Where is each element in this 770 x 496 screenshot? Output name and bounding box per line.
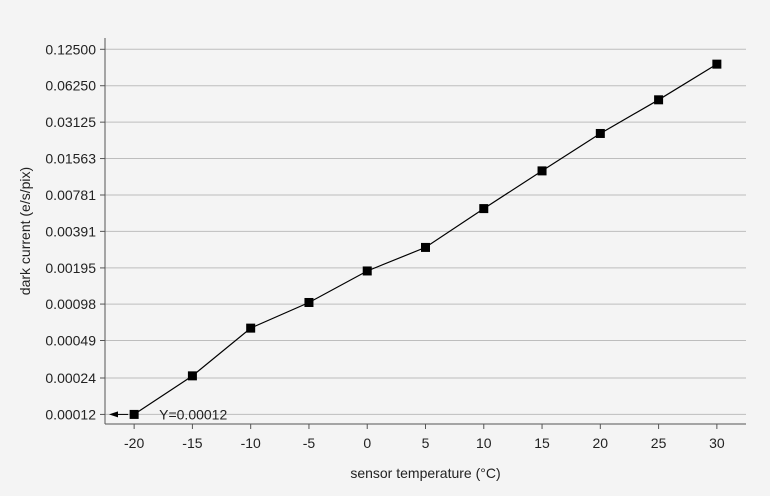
annotation-arrow-head (109, 411, 118, 418)
y-tick-label: 0.00024 (45, 370, 96, 386)
x-tick-label: 30 (709, 435, 725, 451)
data-point (712, 59, 722, 69)
y-tick-label: 0.00098 (45, 296, 96, 312)
annotation: Y=0.00012 (109, 406, 227, 422)
data-point (595, 128, 605, 138)
x-tick-label: 0 (363, 435, 371, 451)
data-point (537, 166, 547, 176)
data-point (129, 409, 139, 419)
y-tick-label: 0.03125 (45, 114, 96, 130)
axes (100, 38, 746, 429)
data-point (362, 266, 372, 276)
y-tick-label: 0.01563 (45, 151, 96, 167)
x-tick-label: 15 (534, 435, 550, 451)
y-tick-label: 0.00195 (45, 260, 96, 276)
data-point (654, 95, 664, 105)
x-tick-label: -20 (124, 435, 144, 451)
x-axis-label: sensor temperature (°C) (350, 465, 500, 481)
y-tick-label: 0.00012 (45, 406, 96, 422)
x-tick-label: 25 (651, 435, 667, 451)
y-tick-label: 0.00049 (45, 332, 96, 348)
x-tick-label: 20 (593, 435, 609, 451)
grid-lines (105, 48, 746, 415)
y-tick-label: 0.12500 (45, 41, 96, 57)
y-tick-labels: 0.00012 0.00024 0.00049 0.00098 0.00195 0.003… (45, 41, 96, 422)
x-tick-label: 10 (476, 435, 492, 451)
x-tick-label: -10 (241, 435, 261, 451)
annotation-text: Y=0.00012 (159, 406, 227, 422)
y-tick-label: 0.00781 (45, 187, 96, 203)
data-series (129, 59, 722, 419)
y-axis-label: dark current (e/s/pix) (17, 167, 33, 295)
y-tick-label: 0.06250 (45, 78, 96, 94)
data-point (421, 242, 430, 252)
data-point (304, 297, 314, 307)
x-tick-label: 5 (422, 435, 430, 451)
data-point (187, 371, 197, 381)
data-point (246, 323, 256, 333)
x-tick-label: -5 (303, 435, 316, 451)
data-point (479, 204, 489, 214)
x-tick-labels: -20 -15 -10 -5 0 5 10 15 20 25 30 (124, 435, 725, 451)
x-tick-label: -15 (182, 435, 202, 451)
y-tick-label: 0.00391 (45, 223, 96, 239)
